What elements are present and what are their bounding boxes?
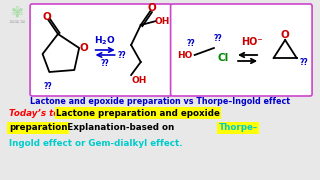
Text: O: O bbox=[42, 12, 51, 22]
Text: ??: ?? bbox=[101, 58, 109, 68]
Text: O: O bbox=[80, 43, 88, 53]
Text: Thorpe–: Thorpe– bbox=[219, 123, 258, 132]
Text: HO⁻: HO⁻ bbox=[241, 37, 262, 47]
Text: Lactone and epoxide preparation vs Thorpe–Ingold effect: Lactone and epoxide preparation vs Thorp… bbox=[30, 96, 290, 105]
FancyBboxPatch shape bbox=[30, 4, 172, 96]
Text: ??: ?? bbox=[44, 82, 53, 91]
Text: OH: OH bbox=[154, 17, 170, 26]
Text: ??: ?? bbox=[187, 39, 195, 48]
Text: ??: ?? bbox=[300, 57, 309, 66]
Text: ??: ?? bbox=[117, 51, 126, 60]
Text: $\mathbf{H_2O}$: $\mathbf{H_2O}$ bbox=[94, 35, 116, 47]
Text: . Explanation-based on: . Explanation-based on bbox=[61, 123, 177, 132]
Text: O: O bbox=[148, 3, 157, 13]
Text: O: O bbox=[281, 30, 290, 40]
Text: Cl: Cl bbox=[218, 53, 229, 63]
Text: ??: ?? bbox=[213, 33, 222, 42]
Text: Today’s topic:: Today’s topic: bbox=[9, 109, 80, 118]
FancyBboxPatch shape bbox=[171, 4, 312, 96]
Text: HO: HO bbox=[177, 51, 193, 60]
Text: Ingold effect or Gem-dialkyl effect.: Ingold effect or Gem-dialkyl effect. bbox=[9, 138, 182, 147]
Text: preparation: preparation bbox=[9, 123, 68, 132]
Text: Lactone preparation and epoxide: Lactone preparation and epoxide bbox=[56, 109, 220, 118]
Text: ✾: ✾ bbox=[11, 4, 24, 19]
Text: OH: OH bbox=[131, 75, 147, 84]
Text: ≈≈≈: ≈≈≈ bbox=[9, 19, 26, 25]
